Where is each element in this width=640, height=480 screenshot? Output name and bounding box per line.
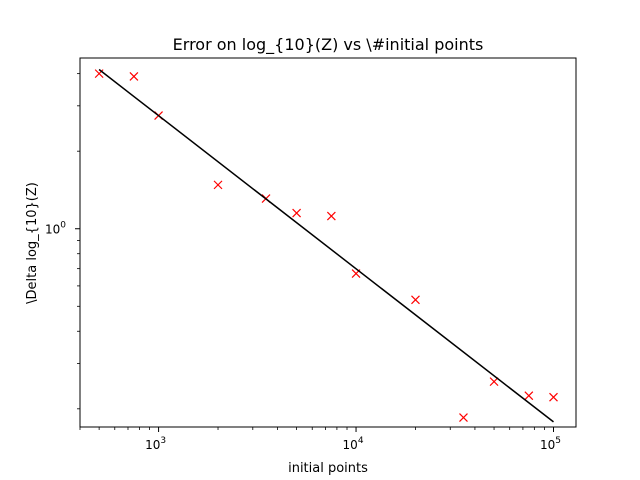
- marker-stroke: [213, 180, 223, 190]
- marker-stroke: [524, 391, 534, 401]
- marker-stroke: [411, 295, 420, 305]
- x-tick-base: 10: [145, 438, 160, 452]
- x-tick-exponent: 5: [555, 436, 561, 446]
- marker-stroke: [326, 211, 336, 221]
- data-point: [213, 180, 223, 190]
- data-point: [411, 295, 420, 305]
- data-point: [459, 413, 468, 422]
- x-tick-label: 103: [145, 436, 166, 452]
- plot-area: [79, 57, 577, 428]
- x-tick-label: 105: [540, 436, 561, 452]
- x-tick-exponent: 3: [160, 436, 166, 446]
- x-axis-label: initial points: [288, 461, 368, 476]
- data-point: [129, 72, 139, 81]
- x-tick-exponent: 4: [358, 436, 364, 446]
- marker-stroke: [549, 392, 558, 402]
- marker-stroke: [292, 208, 302, 218]
- data-point: [489, 377, 499, 387]
- data-layer: [94, 68, 558, 423]
- data-point: [549, 392, 558, 402]
- marker-stroke: [459, 413, 468, 422]
- fit-line: [98, 68, 554, 423]
- y-tick-label: 100: [45, 221, 66, 237]
- data-point: [524, 391, 534, 401]
- x-tick-base: 10: [343, 438, 358, 452]
- x-tick-label: 104: [343, 436, 364, 452]
- y-tick-exponent: 0: [60, 221, 66, 231]
- y-tick-base: 10: [45, 223, 60, 237]
- marker-stroke: [489, 377, 499, 387]
- marker-stroke: [129, 72, 139, 81]
- data-point: [326, 211, 336, 221]
- y-axis-label: \Delta log_{10}(Z): [25, 182, 40, 304]
- x-tick-base: 10: [540, 438, 555, 452]
- chart-title: Error on log_{10}(Z) vs \#initial points: [173, 35, 484, 55]
- data-point: [292, 208, 302, 218]
